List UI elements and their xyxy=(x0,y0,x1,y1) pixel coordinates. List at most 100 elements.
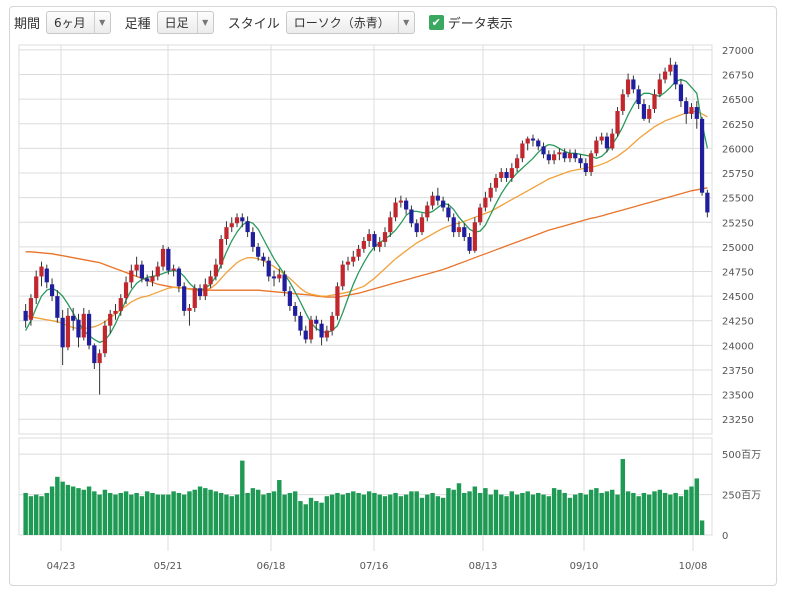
candle-up xyxy=(224,227,229,240)
price-tick-label: 24000 xyxy=(722,341,754,352)
candle-up xyxy=(430,195,435,206)
volume-bar xyxy=(76,488,81,535)
price-tick-label: 26000 xyxy=(722,144,754,155)
data-display-checkbox[interactable]: ✔ xyxy=(428,14,444,30)
volume-bar xyxy=(662,492,668,535)
candle-down xyxy=(71,315,76,321)
moving-average-short xyxy=(25,78,709,344)
volume-bar xyxy=(477,492,483,535)
volume-bar xyxy=(440,497,446,535)
candle-up xyxy=(345,261,351,265)
candle-down xyxy=(504,172,509,178)
candle-up xyxy=(551,154,557,161)
candle-up xyxy=(340,264,345,287)
candle-up xyxy=(108,313,113,326)
candle-down xyxy=(256,246,261,257)
volume-bar xyxy=(483,488,488,535)
x-tick-label: 09/10 xyxy=(570,561,599,572)
volume-bar xyxy=(240,460,245,535)
x-tick-label: 05/21 xyxy=(154,561,183,572)
candle-down xyxy=(435,195,440,201)
bar-type-label: 足種 xyxy=(124,16,151,32)
candle-down xyxy=(462,227,467,238)
style-select[interactable]: ローソク（赤青） ▼ xyxy=(285,10,415,34)
candle-up xyxy=(171,268,176,271)
volume-bar xyxy=(472,486,478,535)
volume-bar xyxy=(97,494,102,535)
bar-type-value: 日足 xyxy=(164,15,189,30)
volume-bar xyxy=(530,494,536,535)
candle-up xyxy=(308,319,314,340)
volume-bar xyxy=(55,476,60,535)
volume-bar xyxy=(493,489,499,535)
candle-up xyxy=(81,313,86,338)
x-tick-label: 10/08 xyxy=(679,561,708,572)
volume-bar xyxy=(229,496,234,535)
candle-up xyxy=(39,266,44,277)
volume-bar xyxy=(314,501,319,535)
volume-bar xyxy=(340,494,345,535)
price-tick-label: 24750 xyxy=(722,268,754,279)
candle-down xyxy=(245,221,250,233)
candle-up xyxy=(620,94,625,111)
volume-bar xyxy=(678,496,684,535)
candle-up xyxy=(324,330,329,338)
volume-bar xyxy=(150,492,155,535)
candle-down xyxy=(240,217,245,222)
candle-down xyxy=(282,274,287,292)
volume-bar xyxy=(641,492,647,535)
candle-down xyxy=(562,152,567,159)
x-tick-label: 08/13 xyxy=(469,561,498,572)
bar-type-select[interactable]: 日足 ▼ xyxy=(156,10,214,34)
candle-down xyxy=(631,79,636,90)
candle-up xyxy=(134,264,139,271)
price-tick-label: 27000 xyxy=(722,46,754,57)
candle-up xyxy=(398,200,403,203)
candle-up xyxy=(118,298,123,311)
candle-down xyxy=(441,200,446,208)
period-select[interactable]: 6ヶ月 ▼ xyxy=(46,10,111,34)
x-tick-label: 04/23 xyxy=(47,561,76,572)
volume-bar xyxy=(462,492,467,535)
price-tick-label: 26250 xyxy=(722,120,754,131)
chevron-down-icon: ▼ xyxy=(397,11,414,33)
volume-bar xyxy=(398,496,404,535)
volume-bar xyxy=(567,497,573,535)
volume-bar xyxy=(578,492,583,535)
candle-down xyxy=(271,276,277,279)
candle-up xyxy=(129,270,134,283)
candle-up xyxy=(499,172,504,178)
style-label: スタイル xyxy=(227,16,280,32)
volume-bar xyxy=(345,492,351,535)
volume-bar xyxy=(123,491,129,535)
volume-bar xyxy=(414,491,419,535)
data-display-label[interactable]: データ表示 xyxy=(447,16,513,32)
volume-bar xyxy=(594,488,599,535)
volume-bar xyxy=(451,489,456,535)
volume-bar xyxy=(652,491,657,535)
style-value: ローソク（赤青） xyxy=(293,15,390,30)
volume-bar xyxy=(308,497,314,535)
candle-up xyxy=(425,205,430,218)
price-plot-area xyxy=(18,44,713,435)
candle-up xyxy=(493,177,499,188)
volume-bar xyxy=(382,496,388,535)
candle-down xyxy=(250,232,255,247)
candle-up xyxy=(388,217,393,233)
candle-down xyxy=(182,286,187,311)
candle-up xyxy=(208,276,213,285)
volume-bar xyxy=(166,494,171,535)
volume-bar xyxy=(683,489,689,535)
volume-bar xyxy=(361,494,367,535)
candle-up xyxy=(567,153,573,159)
candle-up xyxy=(65,315,71,348)
volume-bar xyxy=(446,488,451,535)
volume-bar xyxy=(393,492,398,535)
candle-up xyxy=(155,266,160,277)
price-tick-label: 25000 xyxy=(722,243,754,254)
candle-up xyxy=(367,234,372,241)
candle-up xyxy=(229,223,234,228)
candle-down xyxy=(404,200,409,210)
volume-bar xyxy=(81,489,86,535)
